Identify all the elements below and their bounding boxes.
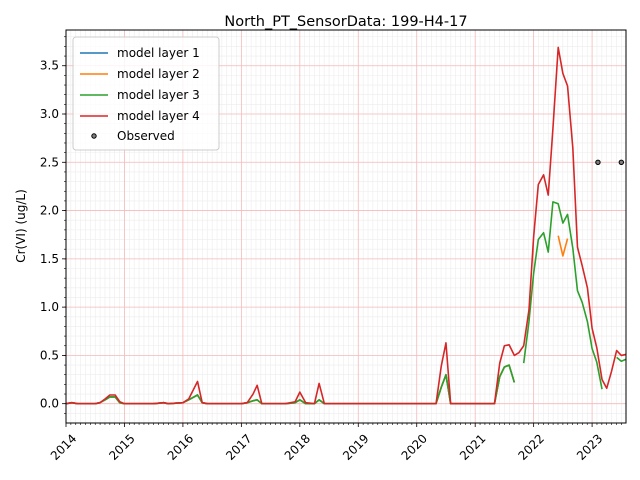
y-tick-label: 3.5 <box>40 59 59 73</box>
series-line-layer-3 <box>616 356 627 362</box>
legend-label: model layer 3 <box>117 88 200 102</box>
legend-label: Observed <box>117 129 175 143</box>
chart-title: North_PT_SensorData: 199-H4-17 <box>224 14 467 30</box>
legend-label: model layer 4 <box>117 109 200 123</box>
observed-point <box>595 159 601 165</box>
y-axis-label: Cr(VI) (ug/L) <box>14 189 28 263</box>
observed-points <box>595 159 625 165</box>
series-line-layer-3 <box>522 201 603 390</box>
y-axis: 0.0 0.5 1.0 1.5 2.0 2.5 3.0 3.5 <box>40 36 66 414</box>
y-tick-label: 2.5 <box>40 155 59 169</box>
series-line-layer-4 <box>65 46 627 405</box>
y-tick-label: 3.0 <box>40 107 59 121</box>
y-tick-label: 2.0 <box>40 204 59 218</box>
observed-point <box>618 159 625 165</box>
y-tick-label: 0.5 <box>40 348 59 362</box>
y-tick-label: 1.0 <box>40 300 59 314</box>
legend-label: model layer 2 <box>117 67 200 81</box>
series-line-layer-2 <box>557 235 569 257</box>
plot-frame <box>65 29 627 424</box>
y-tick-label: 1.5 <box>40 252 59 266</box>
legend-label: model layer 1 <box>117 46 200 60</box>
y-tick-label: 0.0 <box>40 397 59 411</box>
series-lines <box>65 46 627 405</box>
legend: model layer 1 model layer 2 model layer 3 m… <box>72 36 220 151</box>
legend-swatch-observed <box>91 133 97 139</box>
legend-box <box>72 36 220 151</box>
minor-grid <box>66 30 626 423</box>
